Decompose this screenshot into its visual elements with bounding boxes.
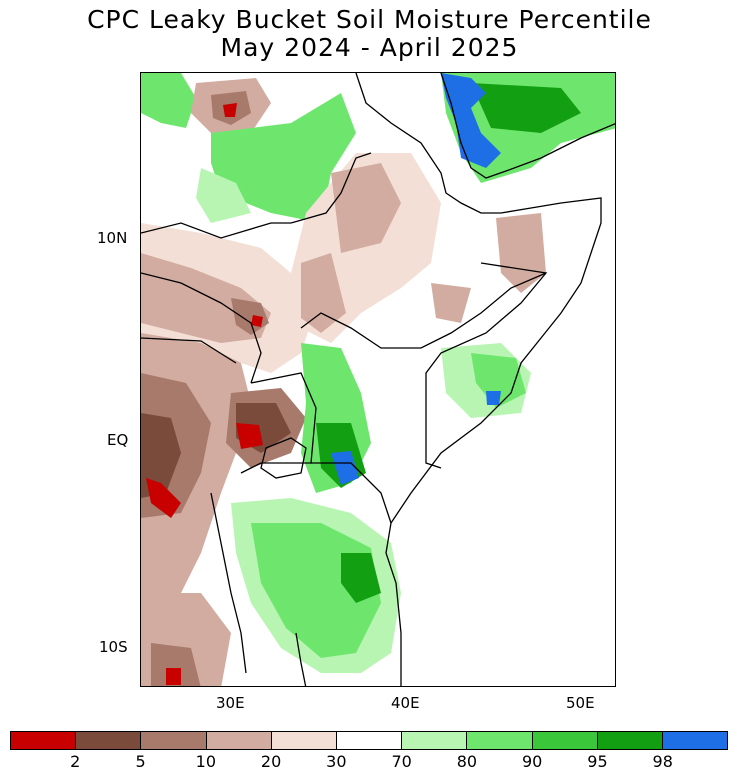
dry-somalia (496, 213, 546, 293)
legend-label: 90 (521, 752, 543, 771)
arabia-coast (440, 73, 615, 179)
green-top-left (141, 73, 196, 128)
legend-swatch (271, 732, 337, 749)
blue-yemen (441, 73, 501, 168)
legend-label: 5 (135, 752, 146, 771)
sudan-north-border (141, 222, 291, 239)
legend-swatch (206, 732, 272, 749)
lat-label-eq: EQ (107, 431, 129, 449)
map-panel (140, 72, 616, 687)
red-south (166, 668, 181, 685)
legend-label: 20 (260, 752, 282, 771)
red-congo (146, 478, 181, 518)
legend-swatch (76, 732, 142, 749)
coastline-red-sea (355, 73, 602, 686)
lightgreen-sudan (196, 168, 251, 223)
legend-swatch (532, 732, 598, 749)
dry-congo-3 (141, 413, 181, 498)
blue-victoria (331, 451, 359, 485)
dry-region-west-red (251, 315, 263, 327)
uganda-border (240, 372, 317, 474)
lake-tanganyika (210, 492, 247, 674)
legend-colorbar (10, 731, 728, 750)
somalia-border (425, 262, 548, 469)
dry-somalia-2 (431, 283, 471, 323)
victoria-outline (260, 437, 307, 479)
lat-label-10n: 10N (97, 229, 128, 247)
dry-ethiopia-2 (331, 163, 401, 253)
soil-moisture-map (141, 73, 615, 686)
map-title: CPC Leaky Bucket Soil Moisture Percentil… (87, 5, 652, 34)
green-somalia-2 (471, 353, 526, 408)
legend-swatch (141, 732, 207, 749)
lat-label-10s: 10S (99, 638, 128, 656)
legend-label: 80 (456, 752, 478, 771)
red-lakes (236, 423, 263, 449)
legend-label: 98 (652, 752, 673, 771)
legend-swatch (11, 732, 77, 749)
dry-south-2 (151, 643, 201, 686)
legend-label: 10 (195, 752, 216, 771)
darkgreen-yemen (471, 83, 581, 133)
kenya-tanzania-border (311, 462, 392, 524)
congo-border (141, 272, 262, 384)
legend-swatch (662, 732, 728, 749)
blue-somalia (486, 391, 501, 405)
lon-label-40e: 40E (391, 694, 420, 712)
legend-swatch (597, 732, 663, 749)
legend-swatch (402, 732, 468, 749)
lake-malawi (295, 632, 307, 686)
legend-label: 30 (326, 752, 347, 771)
legend-swatch (336, 732, 403, 749)
green-sudan (211, 93, 356, 223)
lon-label-50e: 50E (566, 694, 595, 712)
lon-label-30e: 30E (216, 694, 245, 712)
ethiopia-border (290, 152, 547, 349)
map-subtitle: May 2024 - April 2025 (220, 33, 519, 62)
legend-label: 95 (587, 752, 608, 771)
legend-label: 70 (391, 752, 412, 771)
darkgreen-tanzania (341, 553, 381, 603)
dry-ethiopia-3 (301, 253, 346, 333)
legend-swatch (467, 732, 533, 749)
legend-label: 2 (70, 752, 81, 771)
red-top (223, 103, 237, 117)
